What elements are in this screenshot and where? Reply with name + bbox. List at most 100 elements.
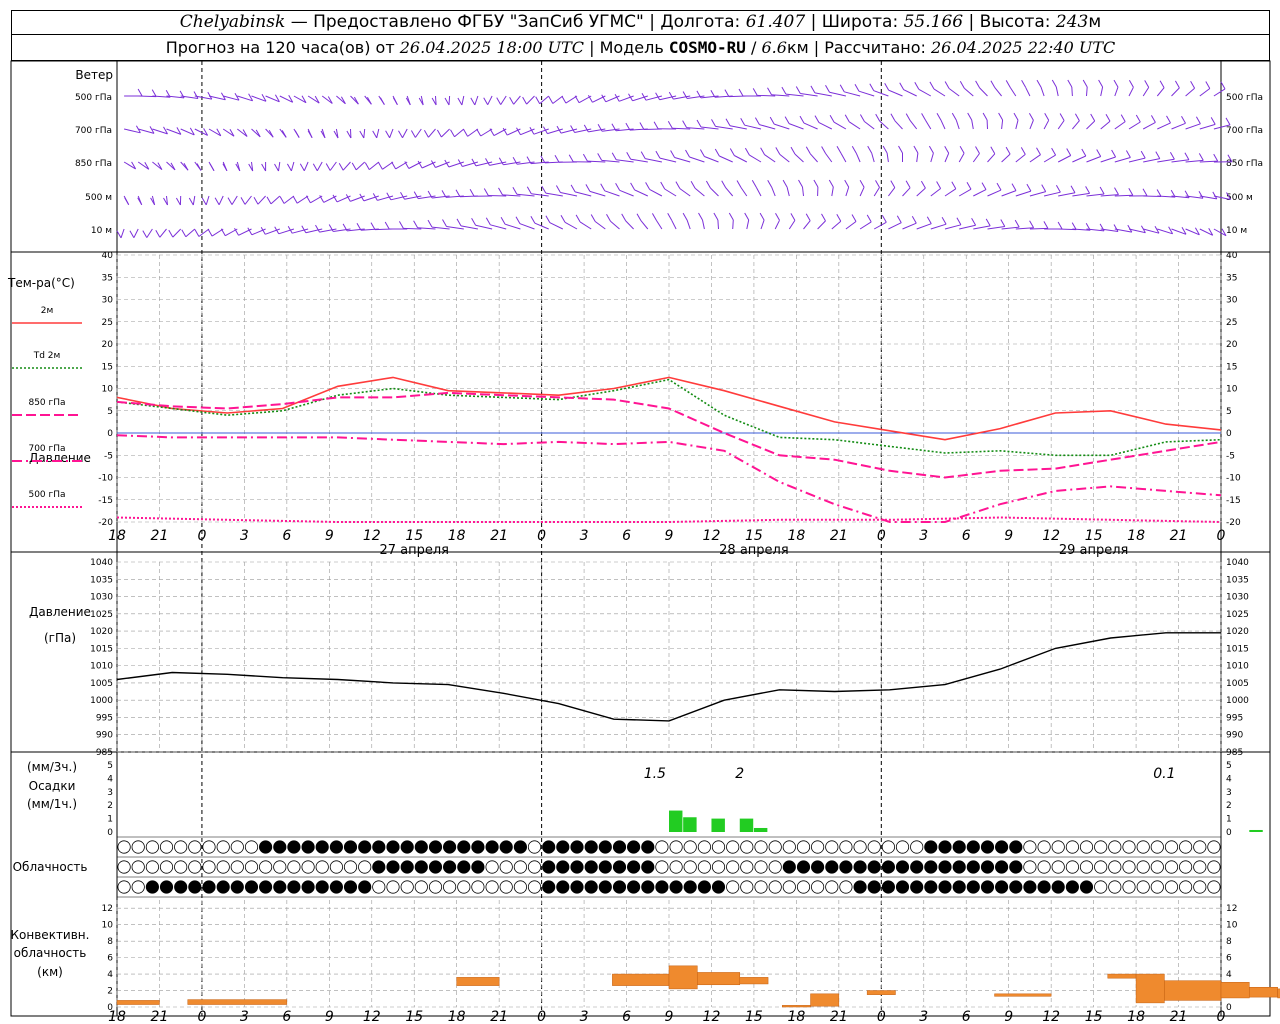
wind-barb-flag [967,112,973,121]
wind-barb [560,128,578,134]
wind-barb [916,152,919,163]
wind-barb-flag [813,179,819,188]
wind-barb-flag [234,92,240,101]
wind-barb-flag [498,187,503,196]
wind-barb [133,228,139,238]
wind-barb [774,123,790,130]
wind-barb-flag [444,159,450,168]
cloud-cover-circle [301,840,315,854]
cloud-cover-circle [1079,840,1094,854]
temp-tick-label-right: -15 [1226,496,1241,506]
wind-barb [940,119,946,130]
legend-label: 700 гПа [28,444,65,454]
wind-barb-flag [183,162,189,171]
wind-barb-flag [625,122,631,131]
wind-barb-flag [653,121,659,130]
wind-barb-flag [372,193,378,201]
wind-barb-flag [1036,79,1042,88]
cloud-cover-circle [358,840,372,854]
wind-barb [418,195,436,200]
wind-barb-flag [1085,186,1091,194]
wind-barb [771,187,776,197]
pressure-tick-label-right: 995 [1226,713,1243,723]
wind-barb-flag [444,97,450,106]
wind-barb [237,95,253,102]
cloud-cover-circle [386,860,400,874]
wind-barb [803,220,811,230]
pressure-tick-label-right: 1035 [1226,575,1249,585]
wind-barb-flag [738,88,744,97]
precip-tick-label-right: 0 [1226,828,1232,838]
cloud-cover-circle [287,840,301,854]
wind-barb-flag [724,89,730,97]
wind-barb [640,220,649,230]
cloud-cover-circle [202,860,216,874]
cloud-cover-circle [853,840,867,854]
cloud-cover-circle [1136,840,1150,854]
precip-tick-label-right: 2 [1226,801,1232,811]
wind-barb-flag [372,130,378,139]
wind-barb [236,128,248,137]
temp-tick-label: 30 [102,296,114,306]
wind-barb-flag [1135,114,1141,123]
conv-tick-label: 12 [102,904,113,914]
pressure-tick-label: 990 [96,731,113,741]
wind-barb-flag [274,94,280,103]
cloud-cover-circle [697,860,712,874]
cloud-cover-circle [485,840,499,854]
wind-barb-flag [600,183,606,192]
wind-barb [987,189,1002,197]
wind-barb [845,186,850,197]
wind-barb [1157,195,1176,198]
wind-barb-flag [971,218,977,226]
wind-barb-flag [216,128,222,137]
wind-barb-flag [417,160,423,169]
cloud-cover-circle [924,860,938,874]
wind-barb [303,161,309,171]
pressure-tick-label: 1040 [90,558,113,568]
conv-tick-label: 10 [102,921,114,931]
wind-barb-flag [181,229,187,238]
x-tick-label: 12 [1042,528,1060,544]
model-name: COSMO-RU [668,38,746,57]
wind-barb [710,187,719,197]
wind-barb [1043,154,1056,163]
wind-barb-flag [168,229,174,238]
wind-barb-flag [705,180,711,189]
altitude: 243 [1055,12,1089,32]
wind-barb-flag [274,163,279,172]
x-tick-label: 0 [1217,528,1226,544]
wind-barb [305,228,323,234]
cloud-cover-circle [527,880,542,894]
wind-barb-flag [1225,117,1231,126]
wind-barb [987,153,996,163]
wind-barb [610,220,620,230]
wind-barb-flag [767,179,773,188]
wind-barb [673,95,691,100]
wind-barb [1029,120,1034,130]
wind-barb [363,195,379,202]
x-tick-label-bottom: 15 [1085,1009,1103,1024]
wind-barb-flag [1144,80,1150,88]
wind-barb-flag [929,81,935,90]
legend-label: Td 2м [33,351,61,361]
cloud-cover-circle [584,880,598,894]
wind-barb [454,128,465,138]
wind-barb-flag [998,112,1004,121]
wind-barb [146,228,153,238]
wind-barb [333,228,351,232]
cloud-cover-circle [598,880,612,894]
pressure-tick-label-right: 1025 [1226,610,1249,620]
convective-bar [1135,973,1165,1004]
cloud-cover-circle [329,880,343,894]
cloud-cover-circle [442,840,457,854]
precip-annotation: 0.1 [1153,766,1175,782]
wind-barb [244,195,252,205]
wind-barb [944,188,957,197]
cloud-cover-circle [457,860,471,874]
temp-tick-label: 0 [107,429,113,439]
wind-barb [431,226,450,230]
wind-barb [417,227,436,230]
cloud-cover-circle [726,860,740,874]
wind-barb [1128,157,1146,163]
